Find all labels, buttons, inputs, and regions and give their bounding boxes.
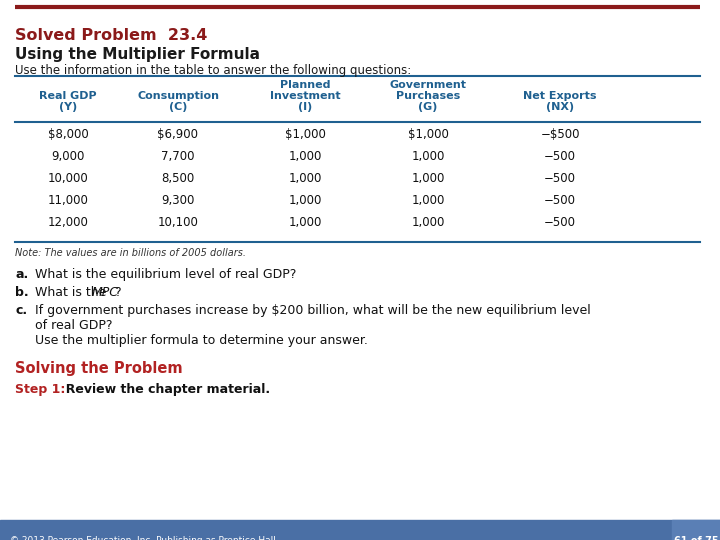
Text: 1,000: 1,000	[288, 150, 322, 163]
Text: Review the chapter material.: Review the chapter material.	[57, 383, 270, 396]
Text: 1,000: 1,000	[411, 194, 445, 207]
Text: Use the multiplier formula to determine your answer.: Use the multiplier formula to determine …	[35, 334, 368, 347]
Text: $1,000: $1,000	[408, 128, 449, 141]
Text: −$500: −$500	[540, 128, 580, 141]
Text: $6,900: $6,900	[158, 128, 199, 141]
Text: ?: ?	[114, 286, 121, 299]
Text: 1,000: 1,000	[411, 150, 445, 163]
Text: 11,000: 11,000	[48, 194, 89, 207]
Text: 1,000: 1,000	[411, 172, 445, 185]
Text: 12,000: 12,000	[48, 216, 89, 229]
Text: (C): (C)	[168, 102, 187, 112]
Text: $1,000: $1,000	[284, 128, 325, 141]
Text: If government purchases increase by $200 billion, what will be the new equilibri: If government purchases increase by $200…	[35, 304, 590, 317]
Text: 61 of 75: 61 of 75	[674, 536, 719, 540]
Text: −500: −500	[544, 172, 576, 185]
Text: Purchases: Purchases	[396, 91, 460, 101]
Text: (G): (G)	[418, 102, 438, 112]
Text: MPC: MPC	[92, 286, 119, 299]
Text: c.: c.	[15, 304, 27, 317]
Text: Note: The values are in billions of 2005 dollars.: Note: The values are in billions of 2005…	[15, 248, 246, 258]
Text: Use the information in the table to answer the following questions:: Use the information in the table to answ…	[15, 64, 411, 77]
Text: 10,100: 10,100	[158, 216, 199, 229]
Text: 9,300: 9,300	[161, 194, 194, 207]
Text: What is the: What is the	[35, 286, 110, 299]
Bar	[0, 520, 720, 540]
Text: © 2013 Pearson Education, Inc. Publishing as Prentice Hall: © 2013 Pearson Education, Inc. Publishin…	[10, 536, 276, 540]
Text: −500: −500	[544, 150, 576, 163]
Text: 1,000: 1,000	[288, 216, 322, 229]
Text: Net Exports: Net Exports	[523, 91, 597, 101]
Text: Government: Government	[390, 80, 467, 90]
Text: (I): (I)	[298, 102, 312, 112]
Text: Solved Problem  23.4: Solved Problem 23.4	[15, 28, 207, 43]
Text: Real GDP: Real GDP	[39, 91, 96, 101]
Text: −500: −500	[544, 194, 576, 207]
Text: (NX): (NX)	[546, 102, 574, 112]
Text: Investment: Investment	[270, 91, 341, 101]
Text: 1,000: 1,000	[288, 172, 322, 185]
Text: 1,000: 1,000	[288, 194, 322, 207]
Text: Solving the Problem: Solving the Problem	[15, 361, 183, 376]
Text: (Y): (Y)	[59, 102, 77, 112]
Text: a.: a.	[15, 268, 28, 281]
Text: Step 1:: Step 1:	[15, 383, 66, 396]
Text: b.: b.	[15, 286, 29, 299]
Bar	[672, 520, 720, 540]
Text: $8,000: $8,000	[48, 128, 89, 141]
Text: 9,000: 9,000	[51, 150, 85, 163]
Text: 7,700: 7,700	[161, 150, 194, 163]
Text: −500: −500	[544, 216, 576, 229]
Text: of real GDP?: of real GDP?	[35, 319, 112, 332]
Text: Planned: Planned	[280, 80, 330, 90]
Text: 8,500: 8,500	[161, 172, 194, 185]
Text: 10,000: 10,000	[48, 172, 89, 185]
Text: What is the equilibrium level of real GDP?: What is the equilibrium level of real GD…	[35, 268, 297, 281]
Text: 1,000: 1,000	[411, 216, 445, 229]
Text: Using the Multiplier Formula: Using the Multiplier Formula	[15, 47, 260, 62]
Text: Consumption: Consumption	[137, 91, 219, 101]
